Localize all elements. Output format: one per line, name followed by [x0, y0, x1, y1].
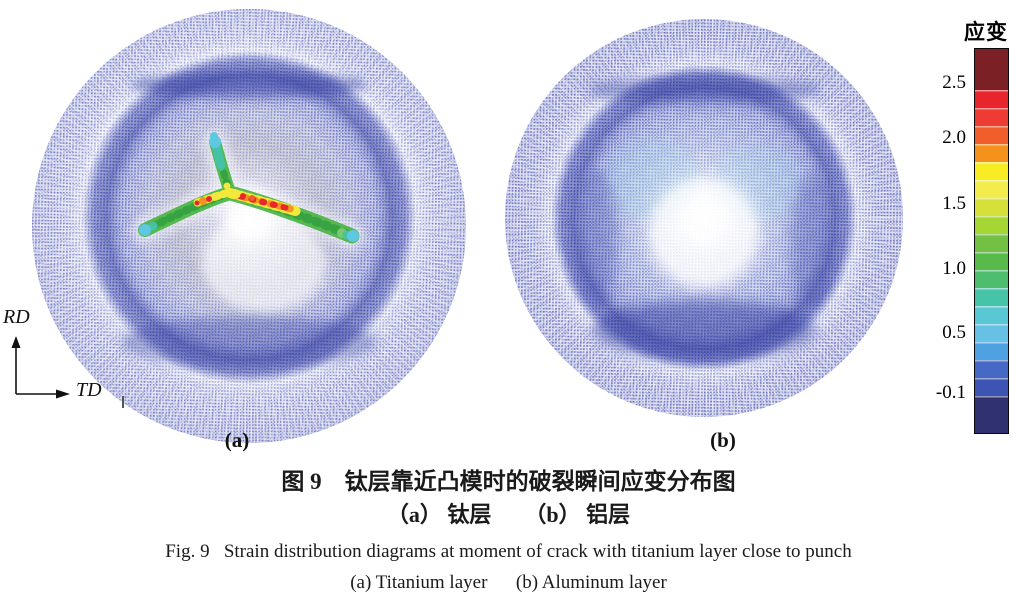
panel-label-b: (b): [710, 428, 736, 452]
caption-en-title: Fig. 9 Strain distribution diagrams at m…: [165, 541, 852, 562]
colorbar-tick-label: 1.5: [942, 193, 966, 214]
colorbar-segment: [975, 216, 1008, 234]
caption-zh-title: 图 9 钛层靠近凸模时的破裂瞬间应变分布图: [281, 469, 736, 494]
colorbar-tick-label: 0.5: [942, 322, 966, 343]
colorbar-segment: [975, 306, 1008, 324]
blank-disc-a: [32, 9, 466, 443]
strain-map-titanium-layer: [31, 8, 467, 444]
axis-arrows-icon: [11, 336, 70, 399]
colorbar-tick-label: 1.0: [942, 258, 966, 279]
caption-en-sublabels: (a) Titanium layer (b) Aluminum layer: [350, 572, 667, 593]
rd-axis-label: RD: [3, 306, 30, 328]
colorbar-segment: [975, 144, 1008, 162]
strain-map-a-plot: [32, 9, 466, 443]
colorbar-segment: [975, 342, 1008, 360]
td-axis-label: TD: [76, 379, 102, 401]
colorbar-segment: [975, 126, 1008, 144]
stray-mark: [122, 396, 124, 408]
colorbar-segment: [975, 90, 1008, 108]
strain-map-b-plot: [505, 19, 903, 417]
colorbar-segment: [975, 49, 1008, 90]
colorbar-segment: [975, 288, 1008, 306]
colorbar-segment: [975, 180, 1008, 198]
crack-strain-zone: [132, 129, 365, 249]
colorbar-segment: [975, 108, 1008, 126]
figure-captions: 图 9 钛层靠近凸模时的破裂瞬间应变分布图 （a） 钛层 （b） 铝层 Fig.…: [0, 466, 1017, 596]
colorbar-segment: [975, 252, 1008, 270]
colorbar-segment: [975, 198, 1008, 216]
colorbar-segment: [975, 324, 1008, 342]
blank-disc-b: [505, 19, 903, 417]
colorbar-segment: [975, 234, 1008, 252]
colorbar-tick-label: -0.1: [935, 382, 966, 403]
strain-map-aluminum-layer: [504, 18, 904, 418]
colorbar-gradient: [974, 48, 1009, 434]
colorbar-segment: [975, 270, 1008, 288]
colorbar-segment: [975, 396, 1008, 433]
colorbar-tick-label: 2.0: [942, 127, 966, 148]
colorbar-title: 应变: [964, 20, 1008, 44]
colorbar-segment: [975, 378, 1008, 396]
caption-zh-sublabels: （a） 钛层 （b） 铝层: [386, 502, 631, 527]
colorbar-segment: [975, 360, 1008, 378]
colorbar-tick-label: 2.5: [942, 72, 966, 93]
colorbar-segment: [975, 162, 1008, 180]
panel-label-a: (a): [224, 428, 250, 452]
